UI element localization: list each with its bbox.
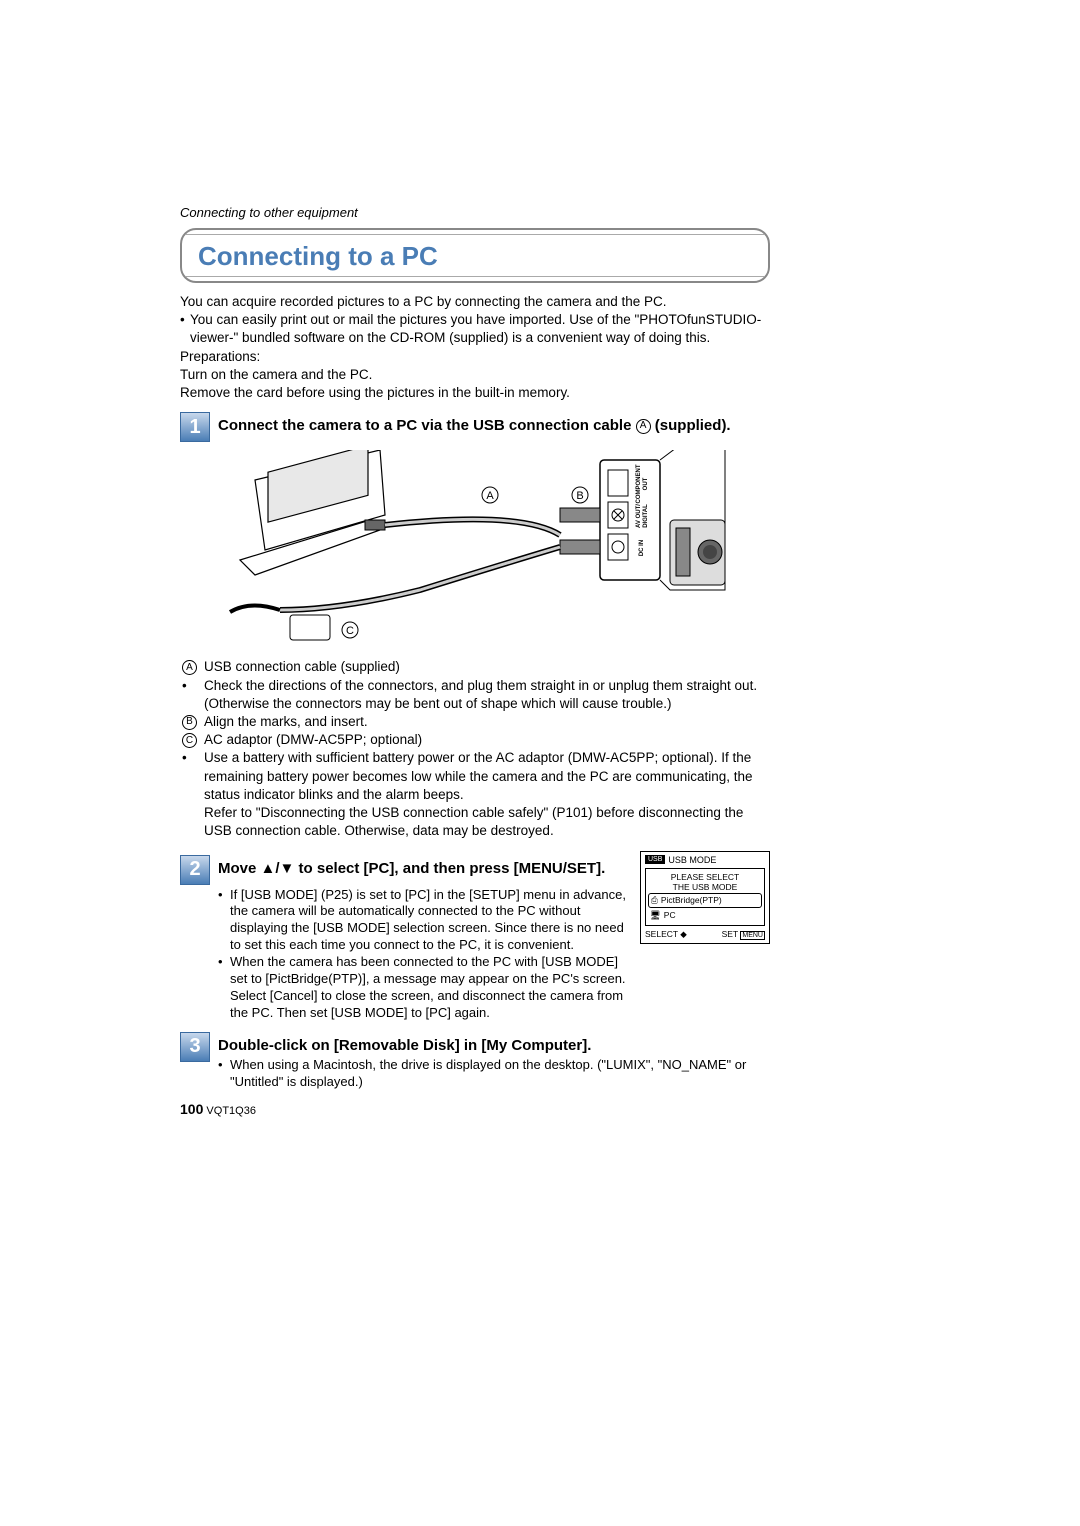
annot-c-text: AC adaptor (DMW-AC5PP; optional) bbox=[204, 731, 422, 749]
annot-b-text: Align the marks, and insert. bbox=[204, 713, 368, 731]
intro-bullet: You can easily print out or mail the pic… bbox=[190, 311, 770, 347]
page-footer: 100 VQT1Q36 bbox=[180, 1101, 770, 1117]
step-number-icon: 1 bbox=[180, 412, 210, 442]
lcd-select-label: SELECT bbox=[645, 929, 678, 939]
title-frame: Connecting to a PC bbox=[180, 228, 770, 283]
step-2-row: 2 Move ▲/▼ to select [PC], and then pres… bbox=[180, 849, 770, 1022]
annot-c-bullet2: Refer to "Disconnecting the USB connecti… bbox=[204, 804, 770, 840]
prep-line: Remove the card before using the picture… bbox=[180, 384, 770, 402]
step-3-title: Double-click on [Removable Disk] in [My … bbox=[218, 1032, 770, 1056]
prep-line: Turn on the camera and the PC. bbox=[180, 366, 770, 384]
annotation-list: A USB connection cable (supplied) • Chec… bbox=[182, 658, 770, 840]
intro-line: You can acquire recorded pictures to a P… bbox=[180, 293, 770, 311]
updown-icon: ◆ bbox=[680, 929, 687, 939]
page-number: 100 bbox=[180, 1101, 203, 1117]
step-3: 3 Double-click on [Removable Disk] in [M… bbox=[180, 1032, 770, 1091]
step-1: 1 Connect the camera to a PC via the USB… bbox=[180, 412, 770, 442]
step2-bullet: If [USB MODE] (P25) is set to [PC] in th… bbox=[230, 887, 628, 955]
step-number-icon: 2 bbox=[180, 855, 210, 885]
svg-text:AV OUT/: AV OUT/ bbox=[636, 504, 642, 528]
diagram-svg: A COMPONENT OUT AV OUT/ DIGITAL DC IN B bbox=[220, 450, 730, 650]
lcd-msg: PLEASE SELECT bbox=[648, 872, 762, 882]
step-number-icon: 3 bbox=[180, 1032, 210, 1062]
step-1-title: Connect the camera to a PC via the USB c… bbox=[218, 412, 731, 436]
doc-code: VQT1Q36 bbox=[206, 1105, 256, 1117]
svg-text:B: B bbox=[576, 490, 583, 502]
step-2: 2 Move ▲/▼ to select [PC], and then pres… bbox=[180, 855, 628, 885]
svg-text:COMPONENT: COMPONENT bbox=[636, 464, 642, 503]
svg-text:A: A bbox=[486, 490, 494, 502]
usb-badge-icon: USB bbox=[645, 855, 665, 864]
lcd-option-pc: 🖥 PC bbox=[648, 909, 762, 922]
lcd-set-label: SET bbox=[722, 929, 738, 939]
lcd-screenshot: USB USB MODE PLEASE SELECT THE USB MODE … bbox=[640, 851, 770, 944]
svg-text:DC IN: DC IN bbox=[639, 540, 645, 556]
prep-label: Preparations: bbox=[180, 348, 770, 366]
annot-a-bullet: Check the directions of the connectors, … bbox=[204, 677, 770, 713]
svg-text:OUT: OUT bbox=[643, 478, 649, 491]
section-header: Connecting to other equipment bbox=[180, 205, 770, 220]
step-2-title: Move ▲/▼ to select [PC], and then press … bbox=[218, 855, 605, 879]
lcd-option-pictbridge: ⎙ PictBridge(PTP) bbox=[648, 893, 762, 908]
circle-b-icon: B bbox=[182, 715, 197, 730]
page-title: Connecting to a PC bbox=[198, 241, 752, 272]
annot-c-bullet: Use a battery with sufficient battery po… bbox=[204, 749, 770, 804]
step2-bullet: When the camera has been connected to th… bbox=[230, 954, 628, 1022]
circle-a-icon: A bbox=[636, 419, 651, 434]
printer-icon: ⎙ bbox=[651, 895, 658, 906]
connection-diagram: A COMPONENT OUT AV OUT/ DIGITAL DC IN B bbox=[220, 450, 730, 650]
circle-c-icon: C bbox=[182, 733, 197, 748]
menu-icon: MENU bbox=[740, 931, 765, 940]
step3-bullet: When using a Macintosh, the drive is dis… bbox=[230, 1057, 770, 1091]
lcd-msg: THE USB MODE bbox=[648, 882, 762, 892]
svg-text:C: C bbox=[346, 625, 354, 637]
annot-a-text: USB connection cable (supplied) bbox=[204, 658, 400, 676]
svg-text:DIGITAL: DIGITAL bbox=[643, 504, 649, 528]
circle-a-icon: A bbox=[182, 660, 197, 675]
manual-page: Connecting to other equipment Connecting… bbox=[180, 205, 770, 1117]
lcd-title: USB MODE bbox=[668, 855, 716, 865]
pc-icon: 🖥 bbox=[650, 910, 661, 921]
intro-text: You can acquire recorded pictures to a P… bbox=[180, 293, 770, 402]
